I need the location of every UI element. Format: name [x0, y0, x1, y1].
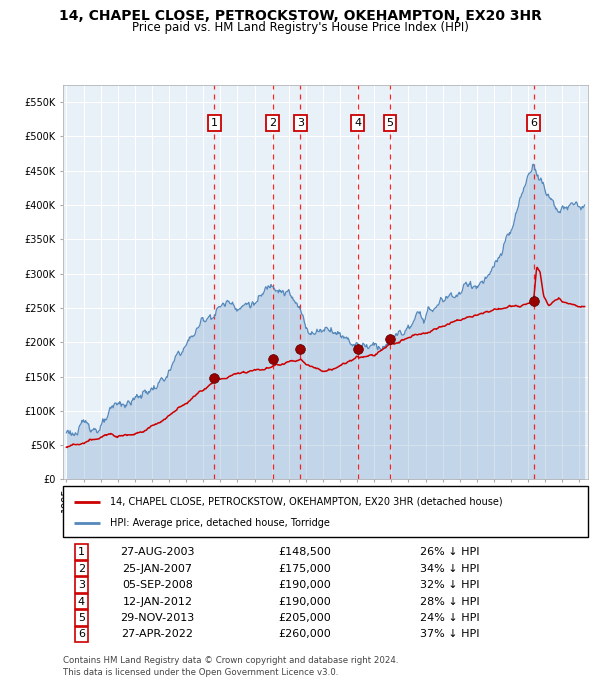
Text: 1: 1 [211, 118, 218, 128]
Text: 3: 3 [78, 580, 85, 590]
Text: 28% ↓ HPI: 28% ↓ HPI [420, 596, 479, 607]
Text: £260,000: £260,000 [278, 630, 331, 639]
Text: 25-JAN-2007: 25-JAN-2007 [122, 564, 193, 574]
Text: 27-AUG-2003: 27-AUG-2003 [120, 547, 195, 557]
Text: 3: 3 [297, 118, 304, 128]
Text: 12-JAN-2012: 12-JAN-2012 [122, 596, 193, 607]
Text: This data is licensed under the Open Government Licence v3.0.: This data is licensed under the Open Gov… [63, 668, 338, 677]
Text: £205,000: £205,000 [278, 613, 331, 623]
Text: HPI: Average price, detached house, Torridge: HPI: Average price, detached house, Torr… [110, 518, 330, 528]
Text: 2: 2 [269, 118, 277, 128]
Text: £190,000: £190,000 [278, 580, 331, 590]
Text: 05-SEP-2008: 05-SEP-2008 [122, 580, 193, 590]
Text: 6: 6 [530, 118, 537, 128]
Text: 34% ↓ HPI: 34% ↓ HPI [420, 564, 479, 574]
Text: 6: 6 [78, 630, 85, 639]
Text: 27-APR-2022: 27-APR-2022 [121, 630, 193, 639]
Text: 14, CHAPEL CLOSE, PETROCKSTOW, OKEHAMPTON, EX20 3HR (detached house): 14, CHAPEL CLOSE, PETROCKSTOW, OKEHAMPTO… [110, 496, 503, 507]
Text: 5: 5 [78, 613, 85, 623]
Text: Contains HM Land Registry data © Crown copyright and database right 2024.: Contains HM Land Registry data © Crown c… [63, 656, 398, 665]
Text: 29-NOV-2013: 29-NOV-2013 [121, 613, 194, 623]
Text: 24% ↓ HPI: 24% ↓ HPI [420, 613, 479, 623]
Text: £148,500: £148,500 [278, 547, 331, 557]
Text: 5: 5 [386, 118, 393, 128]
Text: 32% ↓ HPI: 32% ↓ HPI [420, 580, 479, 590]
Text: 4: 4 [354, 118, 361, 128]
Text: Price paid vs. HM Land Registry's House Price Index (HPI): Price paid vs. HM Land Registry's House … [131, 21, 469, 34]
Text: £190,000: £190,000 [278, 596, 331, 607]
Text: 4: 4 [78, 596, 85, 607]
Text: 1: 1 [78, 547, 85, 557]
Text: 2: 2 [78, 564, 85, 574]
Text: £175,000: £175,000 [278, 564, 331, 574]
Text: 26% ↓ HPI: 26% ↓ HPI [420, 547, 479, 557]
Text: 37% ↓ HPI: 37% ↓ HPI [420, 630, 479, 639]
Text: 14, CHAPEL CLOSE, PETROCKSTOW, OKEHAMPTON, EX20 3HR: 14, CHAPEL CLOSE, PETROCKSTOW, OKEHAMPTO… [59, 9, 541, 23]
